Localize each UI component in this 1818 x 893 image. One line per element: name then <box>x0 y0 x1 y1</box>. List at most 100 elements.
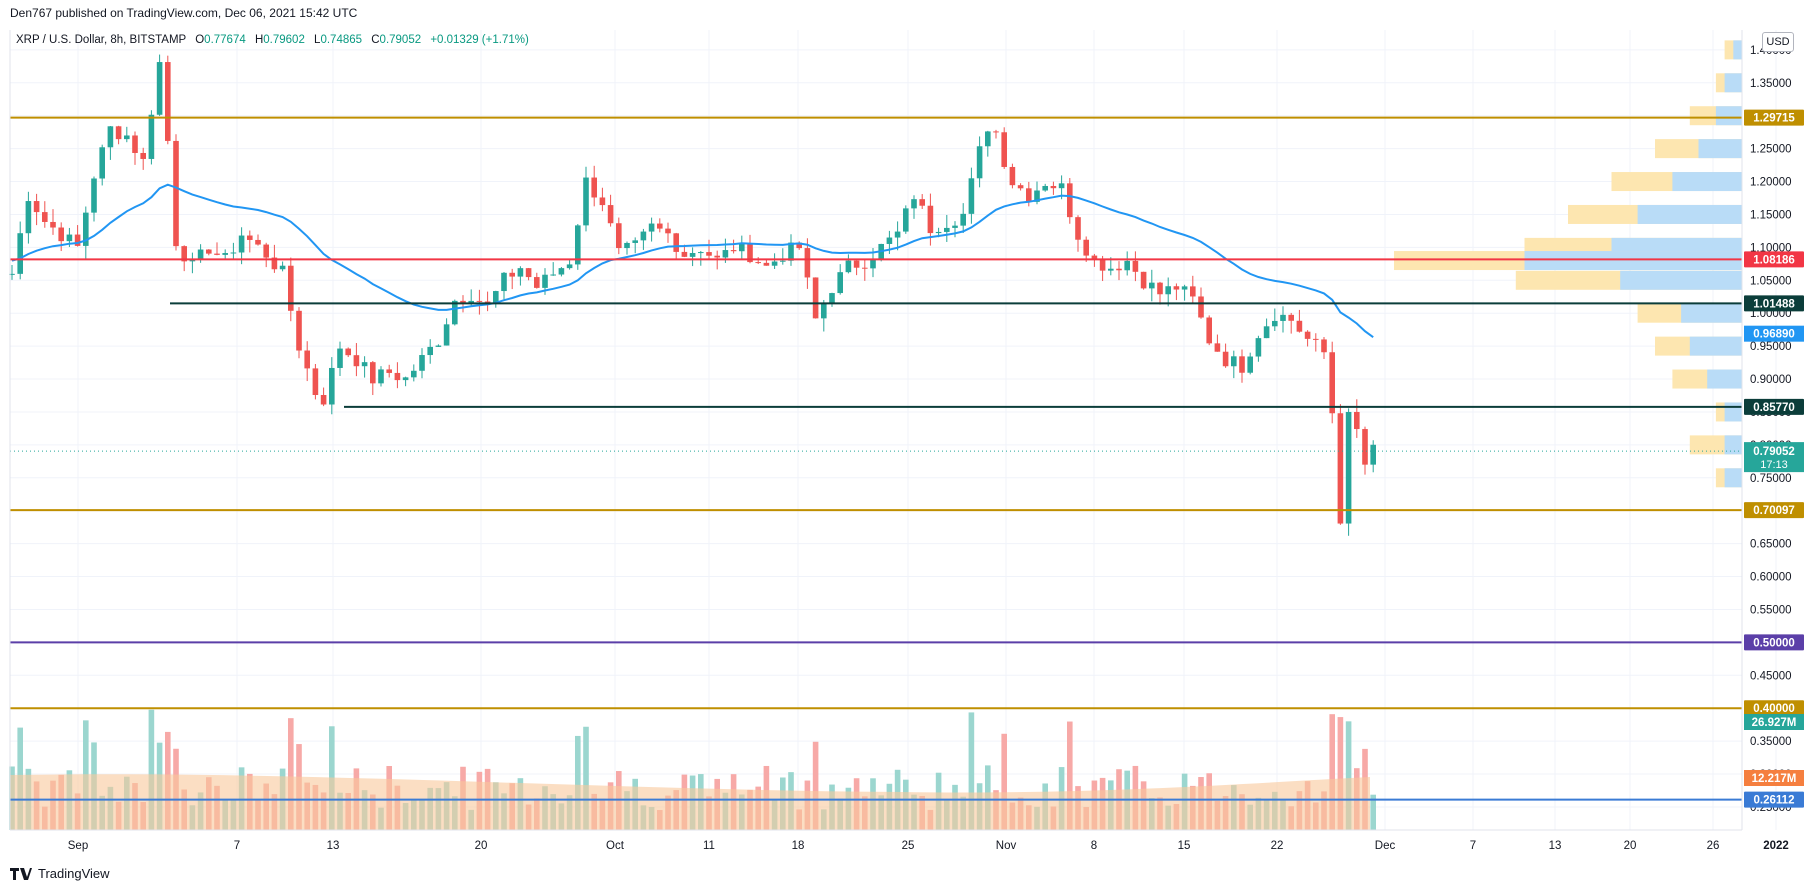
candle-body <box>829 293 835 304</box>
publish-info: Den767 published on TradingView.com, Dec… <box>10 6 358 20</box>
candle-body <box>1099 258 1106 271</box>
candle-body <box>862 267 868 269</box>
candle-body <box>763 262 770 266</box>
last-price-box <box>1744 442 1804 473</box>
y-tick-label: 0.75000 <box>1750 473 1792 485</box>
candle-body <box>1132 260 1139 272</box>
candle-body <box>17 233 23 274</box>
candle-body <box>1345 411 1352 524</box>
profile-bar-buy <box>1724 435 1742 455</box>
y-tick-label: 0.90000 <box>1750 374 1792 386</box>
y-tick-label: 1.05000 <box>1750 275 1792 287</box>
candle-body <box>894 231 901 238</box>
volume-bar <box>968 712 975 830</box>
candle-body <box>197 249 204 260</box>
candle-body <box>386 369 392 373</box>
candles <box>9 54 1376 536</box>
candle-body <box>607 205 614 224</box>
candle-body <box>616 223 622 249</box>
candle-body <box>1108 268 1114 271</box>
candle-body <box>99 147 105 179</box>
low-label: L <box>314 34 321 46</box>
y-tick-label: 1.35000 <box>1750 78 1792 90</box>
candle-body <box>189 259 196 262</box>
candle-body <box>148 114 155 159</box>
y-tick-label: 0.55000 <box>1750 604 1792 616</box>
candle-body <box>468 300 474 304</box>
candle-body <box>689 253 696 257</box>
volume-bar <box>575 735 581 830</box>
candle-body <box>944 227 950 232</box>
x-tick-label: 13 <box>327 840 340 852</box>
candle-body <box>575 225 581 265</box>
candle-body <box>50 221 56 228</box>
x-tick-label: 22 <box>1271 840 1284 852</box>
candle-body <box>271 257 278 270</box>
x-tick-label: 7 <box>1470 840 1476 852</box>
candle-body <box>1042 185 1048 191</box>
ohlc-legend: XRP / U.S. Dollar, 8h, BITSTAMP O0.77674… <box>16 34 535 46</box>
candle-body <box>534 277 540 288</box>
volume-bar <box>583 726 589 830</box>
tradingview-logo-icon <box>10 867 32 880</box>
candle-body <box>870 259 876 269</box>
candle-body <box>648 223 655 232</box>
candle-body <box>599 197 606 206</box>
candle-body <box>1116 268 1122 271</box>
profile-bar-buy <box>1524 251 1742 271</box>
volume-bar <box>1067 721 1073 830</box>
level-label-box <box>1744 791 1804 808</box>
candle-body <box>107 126 114 148</box>
candle-body <box>255 239 261 245</box>
profile-bar-buy <box>1707 369 1742 389</box>
chart-grid <box>10 30 1777 830</box>
candle-body <box>1190 286 1196 297</box>
candle-body <box>1001 132 1007 167</box>
candle-body <box>435 345 442 347</box>
level-label-box <box>1744 502 1804 519</box>
candle-body <box>419 355 425 371</box>
candle-body <box>566 264 573 269</box>
candle-body <box>1009 166 1016 186</box>
level-label: 0.70097 <box>1753 505 1795 517</box>
price-axis: 1.400001.350001.300001.250001.200001.150… <box>9 30 1792 831</box>
volume-bar <box>812 741 819 830</box>
candle-body <box>1149 282 1155 289</box>
candle-body <box>1083 239 1089 256</box>
close-label: C <box>371 34 380 46</box>
candle-body <box>968 178 975 214</box>
x-tick-label: 11 <box>703 840 715 852</box>
level-label: 1.29715 <box>1753 113 1795 125</box>
candle-body <box>58 227 64 242</box>
candle-body <box>747 243 753 263</box>
candle-body <box>1280 314 1286 321</box>
x-tick-label: 18 <box>792 840 805 852</box>
candle-body <box>788 242 794 261</box>
candle-body <box>1239 356 1245 373</box>
level-label-box <box>1744 251 1804 268</box>
candle-body <box>525 268 532 278</box>
horizontal-levels <box>10 116 1742 801</box>
candle-body <box>279 265 286 270</box>
volume-last-box <box>1744 714 1804 730</box>
candle-body <box>329 367 335 405</box>
change-value: +0.01329 (+1.71%) <box>430 34 529 46</box>
candle-body <box>493 291 499 304</box>
candle-body <box>985 131 991 147</box>
x-tick-label: 26 <box>1707 840 1720 852</box>
candle-body <box>919 199 925 206</box>
candle-body <box>903 208 909 232</box>
last-price-label: 0.79052 <box>1753 446 1795 458</box>
candle-body <box>1034 190 1040 202</box>
candle-body <box>755 262 761 264</box>
y-tick-label: 1.20000 <box>1750 177 1792 189</box>
candle-body <box>771 261 778 266</box>
time-axis: Sep 7 13 20 Oct 11 18 25 Nov 8 15 22 Dec 7 13 20 26 2022 <box>68 840 1789 852</box>
candle-body <box>247 235 253 240</box>
symbol-title: XRP / U.S. Dollar, 8h, BITSTAMP <box>16 34 187 46</box>
profile-bar-buy <box>1715 106 1742 126</box>
candle-body <box>124 135 130 140</box>
currency-button[interactable]: USD <box>1762 32 1794 52</box>
candle-body <box>632 240 638 243</box>
